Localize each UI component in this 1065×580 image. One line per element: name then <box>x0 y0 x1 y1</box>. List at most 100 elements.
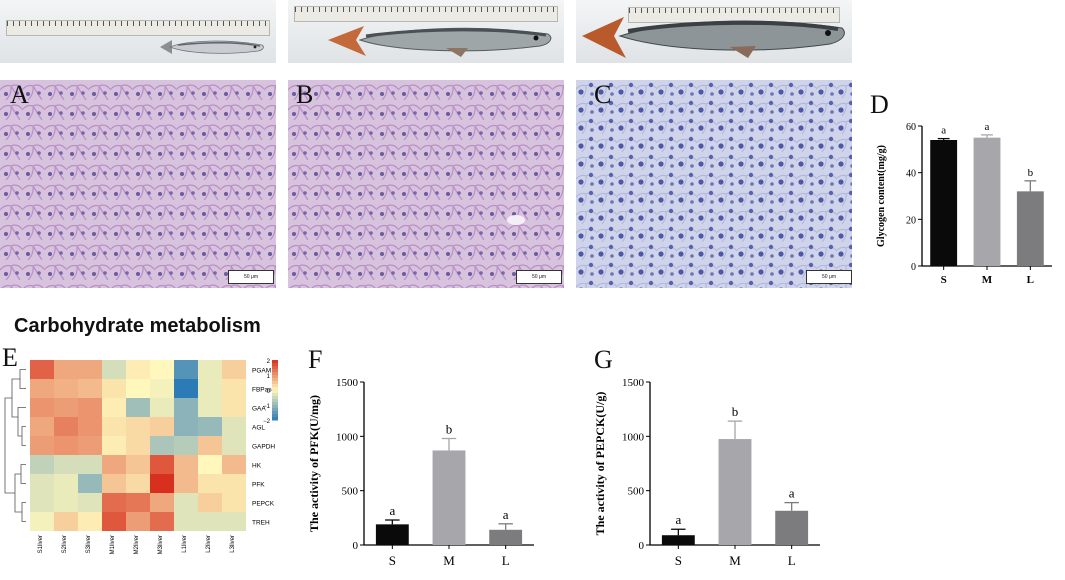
color-scale-segment <box>272 411 278 415</box>
category-label-m: M <box>729 553 741 568</box>
heatmap-cell <box>30 379 54 398</box>
significance-label-l: a <box>503 507 509 522</box>
bar-s <box>375 524 409 545</box>
heatmap-column-label: S2liver <box>62 535 68 553</box>
histology-image-a <box>0 80 276 288</box>
heatmap-cell <box>54 474 78 493</box>
heatmap-cell <box>198 379 222 398</box>
carbohydrate-heatmap: PGAM FBPase GAA AGL GAPDH HK PFK PEPCK TREH S1liv… <box>4 359 278 554</box>
dendrogram-branch <box>20 464 26 484</box>
heatmap-cell <box>54 379 78 398</box>
heatmap-cell <box>102 436 126 455</box>
y-tick-label: 500 <box>628 486 645 498</box>
y-tick-label: 0 <box>639 540 645 552</box>
heatmap-row-label: PGAM <box>252 368 271 375</box>
heatmap-cell <box>174 379 198 398</box>
heatmap-cell <box>126 474 150 493</box>
heatmap-cell <box>150 360 174 379</box>
heatmap-cell <box>102 455 126 474</box>
heatmap-cell <box>30 417 54 436</box>
significance-label-s: a <box>941 125 946 137</box>
heatmap-cell <box>54 493 78 512</box>
color-scale-segment <box>272 360 278 364</box>
fish-large-icon <box>582 17 845 58</box>
bar-l <box>1016 191 1044 266</box>
heatmap-cell <box>222 436 246 455</box>
heatmap-cell <box>102 417 126 436</box>
heatmap-cell <box>54 436 78 455</box>
heatmap-row-label: GAPDH <box>252 444 275 451</box>
color-scale-tick: 0 <box>267 389 271 395</box>
color-scale-segment <box>272 372 278 376</box>
section-title: Carbohydrate metabolism <box>14 315 261 337</box>
heatmap-cell <box>54 455 78 474</box>
panel-label-g: G <box>594 345 613 374</box>
heatmap-cell <box>30 493 54 512</box>
panel-label-e: E <box>2 343 18 372</box>
heatmap-cell <box>30 474 54 493</box>
heatmap-column-label: S3liver <box>86 535 92 553</box>
heatmap-cell <box>78 398 102 417</box>
significance-label-s: a <box>675 512 681 527</box>
heatmap-cell <box>174 493 198 512</box>
heatmap-cell <box>174 455 198 474</box>
heatmap-cell <box>78 436 102 455</box>
heatmap-cell <box>150 398 174 417</box>
heatmap-cell <box>222 360 246 379</box>
color-scale-segment <box>272 381 278 385</box>
heatmap-cell <box>78 493 102 512</box>
heatmap-cell <box>222 455 246 474</box>
panel-label-c: C <box>594 80 612 109</box>
fish-small-icon <box>160 40 264 54</box>
color-scale-tick: −2 <box>263 419 271 425</box>
bar-s <box>661 535 695 545</box>
histology-image-c <box>576 80 852 288</box>
bar-l <box>489 529 523 545</box>
heatmap-cell <box>102 398 126 417</box>
bar-m <box>718 439 752 545</box>
fish-photo-large <box>576 0 852 63</box>
color-scale-segment <box>272 402 278 406</box>
heatmap-cell <box>174 436 198 455</box>
heatmap-column-label: M1liver <box>110 535 116 554</box>
heatmap-cell <box>54 512 78 531</box>
y-tick-label: 1000 <box>336 431 359 443</box>
heatmap-cell <box>78 417 102 436</box>
bar-l <box>775 510 809 545</box>
heatmap-cell <box>222 493 246 512</box>
color-scale-segment <box>272 378 278 382</box>
significance-label-l: b <box>1028 167 1034 179</box>
heatmap-column-label: L3liver <box>230 535 236 553</box>
dendrogram-branch <box>21 426 26 446</box>
color-scale-segment <box>272 369 278 373</box>
y-axis-label: Glycogen content(mg/g) <box>876 145 887 247</box>
dendrogram-branch <box>4 397 15 494</box>
heatmap-cell <box>54 417 78 436</box>
heatmap-cell <box>150 417 174 436</box>
category-label-s: S <box>389 553 396 568</box>
heatmap-cell <box>222 474 246 493</box>
significance-label-m: a <box>985 121 990 133</box>
heatmap-column-label: S1liver <box>38 535 44 553</box>
color-scale-segment <box>272 375 278 379</box>
heatmap-cell <box>150 436 174 455</box>
heatmap-cell <box>30 455 54 474</box>
heatmap-cell <box>78 360 102 379</box>
heatmap-cell <box>78 379 102 398</box>
scale-bar-a: 50 μm <box>228 270 274 284</box>
heatmap-cell <box>102 379 126 398</box>
heatmap-cell <box>126 436 150 455</box>
glycogen-bar-chart: 0 20 40 60 a Sa Mb L Glycogen content(mg/g) <box>876 121 1052 286</box>
heatmap-cell <box>30 436 54 455</box>
category-label-s: S <box>675 553 682 568</box>
panel-label-b: B <box>296 80 314 109</box>
significance-label-m: b <box>732 404 739 419</box>
scale-bar-c: 50 μm <box>806 270 852 284</box>
heatmap-cell <box>198 474 222 493</box>
color-scale-tick: −1 <box>263 404 271 410</box>
heatmap-cell <box>126 398 150 417</box>
heatmap-row-label: HK <box>252 463 262 470</box>
heatmap-row-label: FBPase <box>252 387 276 394</box>
heatmap-cell <box>54 360 78 379</box>
y-tick-label: 0 <box>353 540 359 552</box>
